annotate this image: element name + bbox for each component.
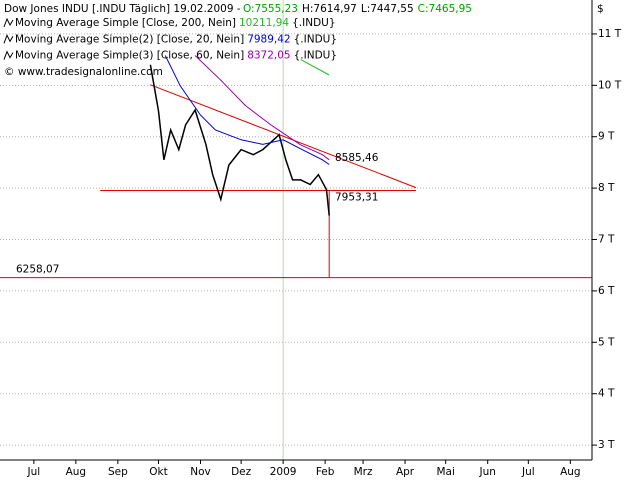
legend-entry: Moving Average Simple(3) [Close, 60, Nei… — [15, 50, 337, 62]
x-tick-label: Mrz — [354, 466, 373, 478]
currency: $ — [597, 3, 604, 15]
x-tick-label: Jun — [478, 466, 495, 478]
copyright: © www.tradesignalonline.com — [4, 66, 163, 78]
legend-symbol: {.INDU} — [292, 17, 335, 29]
header-ohlc: O:7555,23 — [243, 3, 298, 15]
header: Dow Jones INDU [.INDU Täglich] 19.02.200… — [4, 3, 472, 15]
y-tick-label: 9 T — [598, 131, 615, 143]
header-ohlc: H:7614,97 — [302, 3, 357, 15]
y-tick-label: 3 T — [598, 439, 615, 451]
x-tick-label: Aug — [66, 466, 87, 478]
price-line — [149, 64, 330, 216]
legend-value: 7989,42 — [247, 33, 290, 45]
y-tick-label: 6 T — [598, 285, 615, 297]
x-tick-label: Jul — [521, 466, 535, 478]
x-tick-label: Feb — [316, 466, 335, 478]
legend-entry: Moving Average Simple [Close, 200, Nein]… — [15, 17, 336, 29]
x-tick-label: Apr — [396, 466, 415, 478]
moving-average-line — [194, 55, 330, 161]
moving-average-line — [164, 55, 330, 165]
y-tick-label: 7 T — [598, 234, 615, 246]
legend-icon — [3, 50, 14, 60]
x-tick-label: Jul — [27, 466, 41, 478]
y-tick-label: 5 T — [598, 336, 615, 348]
x-tick-label: Okt — [149, 466, 167, 478]
plot-area — [0, 0, 592, 460]
level-label: 7953,31 — [335, 192, 378, 204]
legend-name: Moving Average Simple(3) [Close, 60, Nei… — [15, 50, 244, 62]
header-ohlc: C:7465,95 — [418, 3, 472, 15]
header-title: Dow Jones INDU [.INDU Täglich] 19.02.200… — [4, 3, 241, 15]
level-label: 6258,07 — [16, 264, 59, 276]
legend-symbol: {.INDU} — [294, 50, 337, 62]
legend-name: Moving Average Simple [Close, 200, Nein] — [15, 17, 236, 29]
legend-name: Moving Average Simple(2) [Close, 20, Nei… — [15, 33, 244, 45]
legend-value: 8372,05 — [247, 50, 290, 62]
x-tick-label: Dez — [231, 466, 252, 478]
header-ohlc: L:7447,55 — [361, 3, 414, 15]
legend-entry: Moving Average Simple(2) [Close, 20, Nei… — [15, 33, 337, 45]
trendline — [150, 84, 417, 189]
y-tick-label: 11 T — [598, 28, 622, 40]
legend-icon — [3, 17, 14, 28]
legend-value: 10211,94 — [239, 17, 289, 29]
x-tick-label: Aug — [560, 466, 581, 478]
x-tick-label: 2009 — [270, 466, 297, 478]
x-tick-label: Nov — [190, 466, 211, 478]
legend-icon — [3, 34, 14, 44]
y-tick-label: 8 T — [598, 182, 615, 194]
x-tick-label: Mai — [436, 466, 454, 478]
x-tick-label: Sep — [108, 466, 128, 478]
y-tick-label: 4 T — [598, 388, 615, 400]
trendline-label: 8585,46 — [335, 152, 379, 164]
y-tick-label: 10 T — [598, 79, 622, 91]
legend-symbol: {.INDU} — [294, 33, 337, 45]
moving-average-line — [300, 59, 330, 76]
